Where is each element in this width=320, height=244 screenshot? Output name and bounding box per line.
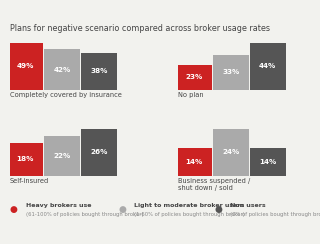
- Bar: [7, 43, 43, 90]
- Text: 23%: 23%: [185, 74, 203, 81]
- Bar: [176, 65, 212, 90]
- Text: (61-100% of policies bought through broker): (61-100% of policies bought through brok…: [26, 212, 143, 217]
- Text: 44%: 44%: [259, 63, 276, 69]
- Text: 38%: 38%: [90, 69, 108, 74]
- Bar: [213, 54, 249, 90]
- Bar: [250, 148, 285, 176]
- Text: 14%: 14%: [259, 159, 276, 165]
- Bar: [44, 50, 80, 90]
- Text: ●: ●: [118, 205, 126, 214]
- Bar: [213, 129, 249, 176]
- Text: Non users: Non users: [230, 203, 266, 208]
- Text: Light to moderate broker users: Light to moderate broker users: [134, 203, 245, 208]
- Text: 24%: 24%: [222, 149, 239, 155]
- Bar: [176, 148, 212, 176]
- Text: Completely covered by insurance: Completely covered by insurance: [10, 92, 122, 98]
- Text: ●: ●: [10, 205, 18, 214]
- Bar: [81, 53, 117, 90]
- Text: 14%: 14%: [185, 159, 203, 165]
- Bar: [250, 43, 285, 90]
- Text: (1-60% of policies bought through broker): (1-60% of policies bought through broker…: [134, 212, 245, 217]
- Bar: [44, 136, 80, 176]
- Text: 42%: 42%: [53, 67, 70, 72]
- Text: Plans for negative scenario compared across broker usage rates: Plans for negative scenario compared acr…: [10, 24, 270, 33]
- Text: 26%: 26%: [90, 149, 108, 155]
- Text: ●: ●: [214, 205, 222, 214]
- Text: Business suspended /
shut down / sold: Business suspended / shut down / sold: [179, 178, 251, 191]
- Text: Heavy brokers use: Heavy brokers use: [26, 203, 91, 208]
- Text: (0% of policies bought through broker): (0% of policies bought through broker): [230, 212, 320, 217]
- Bar: [81, 129, 117, 176]
- Bar: [7, 143, 43, 176]
- Text: 22%: 22%: [53, 153, 70, 159]
- Text: 49%: 49%: [16, 63, 34, 69]
- Text: Self-insured: Self-insured: [10, 178, 49, 184]
- Text: 18%: 18%: [16, 156, 34, 163]
- Text: No plan: No plan: [179, 92, 204, 98]
- Text: 33%: 33%: [222, 69, 239, 75]
